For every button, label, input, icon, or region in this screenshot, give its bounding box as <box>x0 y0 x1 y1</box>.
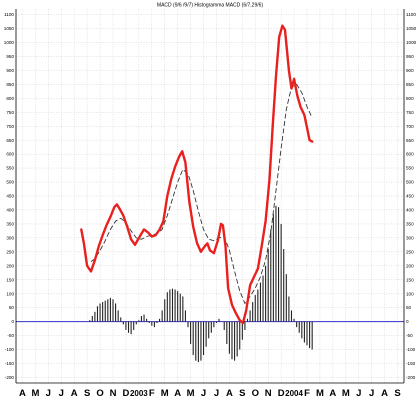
y-tick-label: 550 <box>6 166 14 171</box>
y-tick-label: -100 <box>406 347 416 352</box>
y-tick-label: 800 <box>406 96 414 101</box>
x-tick-label: N <box>265 388 272 399</box>
y-tick-label: 950 <box>6 54 14 59</box>
x-tick-label: J <box>369 388 374 399</box>
grid-lines <box>16 9 404 383</box>
y-tick-label: 500 <box>406 180 414 185</box>
y-tick-label: 800 <box>6 96 14 101</box>
x-tick-label: M <box>161 388 169 399</box>
x-tick-label: J <box>214 388 219 399</box>
y-tick-label: 50 <box>406 305 412 310</box>
y-tick-label: 600 <box>406 152 414 157</box>
y-tick-label: 1100 <box>406 12 416 17</box>
y-tick-label: 300 <box>6 235 14 240</box>
y-tick-label: 300 <box>406 235 414 240</box>
x-tick-label: J <box>356 388 361 399</box>
x-tick-label: D <box>122 388 129 399</box>
y-tick-label: -50 <box>7 333 14 338</box>
y-tick-label: 750 <box>6 110 14 115</box>
x-tick-label: M <box>342 388 350 399</box>
x-tick-labels: A M J J A S O N D 2003 F M A M J J A S O N D 2004 F M A M J J A S <box>19 388 401 399</box>
x-tick-label: F <box>149 388 155 399</box>
y-tick-label: 250 <box>6 249 14 254</box>
y-tick-label: 100 <box>6 291 14 296</box>
x-tick-label: A <box>71 388 78 399</box>
y-tick-label: 100 <box>406 291 414 296</box>
y-tick-label: -50 <box>406 333 413 338</box>
y-tick-label: 350 <box>406 222 414 227</box>
y-tick-label: 1000 <box>4 40 15 45</box>
y-tick-label: 500 <box>6 180 14 185</box>
y-tick-label: 1100 <box>4 12 14 17</box>
x-tick-label: M <box>187 388 195 399</box>
x-tick-label: A <box>329 388 336 399</box>
y-tick-label: 450 <box>6 194 14 199</box>
y-tick-label: 1050 <box>4 26 15 31</box>
y-tick-label: -200 <box>5 375 15 380</box>
y-tick-label: 250 <box>406 249 414 254</box>
histogram-bars <box>89 205 313 363</box>
y-tick-label: 900 <box>406 68 414 73</box>
x-tick-label: 2004 <box>285 389 303 398</box>
x-tick-label: J <box>46 388 51 399</box>
y-tick-labels-left: 1100105010009509008508007507006506005505… <box>4 12 15 380</box>
y-tick-label: 400 <box>406 208 414 213</box>
x-tick-label: O <box>252 388 259 399</box>
y-tick-label: 700 <box>6 124 14 129</box>
y-tick-label: 150 <box>406 277 414 282</box>
y-tick-label: 1000 <box>406 40 417 45</box>
y-tick-labels-right: 1100105010009509008508007507006506005505… <box>406 12 417 380</box>
y-tick-label: 550 <box>406 166 414 171</box>
y-tick-label: 450 <box>406 194 414 199</box>
y-tick-label: 850 <box>406 82 414 87</box>
x-tick-label: A <box>226 388 233 399</box>
y-tick-label: 0 <box>406 319 409 324</box>
x-tick-label: O <box>96 388 103 399</box>
x-tick-label: A <box>381 388 388 399</box>
y-tick-label: 0 <box>11 319 14 324</box>
y-tick-label: 750 <box>406 110 414 115</box>
y-tick-label: 600 <box>6 152 14 157</box>
y-tick-label: 650 <box>6 138 14 143</box>
x-tick-label: S <box>239 388 245 399</box>
y-tick-label: -150 <box>406 361 416 366</box>
x-tick-label: A <box>19 388 26 399</box>
y-tick-label: 650 <box>406 138 414 143</box>
y-tick-label: 50 <box>9 305 15 310</box>
y-tick-label: 950 <box>406 54 414 59</box>
x-tick-label: M <box>316 388 324 399</box>
y-tick-label: 850 <box>6 82 14 87</box>
x-tick-label: J <box>201 388 206 399</box>
y-tick-label: 900 <box>6 68 14 73</box>
y-tick-label: 150 <box>6 277 14 282</box>
axes <box>15 9 405 384</box>
y-tick-label: 1050 <box>406 26 417 31</box>
x-tick-label: M <box>31 388 39 399</box>
y-tick-label: 200 <box>406 263 414 268</box>
chart-title: MACD (9/6 /9/7) Histogramma MACD (6/7,29… <box>157 3 263 9</box>
y-tick-label: 350 <box>6 222 14 227</box>
x-tick-label: D <box>278 388 285 399</box>
y-tick-label: 200 <box>6 263 14 268</box>
x-tick-label: 2003 <box>130 389 148 398</box>
y-tick-label: 700 <box>406 124 414 129</box>
x-tick-label: F <box>304 388 310 399</box>
x-tick-label: J <box>59 388 64 399</box>
x-tick-label: S <box>394 388 400 399</box>
x-tick-label: A <box>174 388 181 399</box>
macd-line <box>80 24 314 325</box>
x-tick-label: N <box>110 388 117 399</box>
y-tick-label: 400 <box>6 208 14 213</box>
y-tick-label: -100 <box>5 347 15 352</box>
macd-path <box>80 24 314 325</box>
y-tick-label: -200 <box>406 375 416 380</box>
y-tick-label: -150 <box>5 361 15 366</box>
x-tick-label: S <box>84 388 90 399</box>
